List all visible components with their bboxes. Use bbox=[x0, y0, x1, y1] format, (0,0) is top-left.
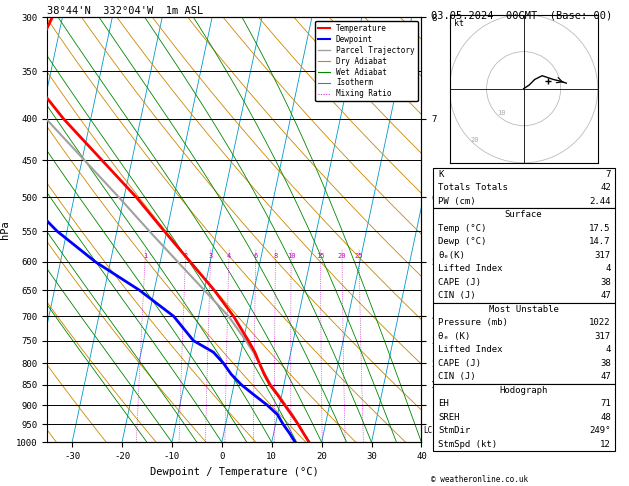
Text: EH: EH bbox=[438, 399, 449, 408]
Text: 1: 1 bbox=[143, 253, 147, 259]
Text: 10: 10 bbox=[497, 110, 506, 116]
Text: StmSpd (kt): StmSpd (kt) bbox=[438, 440, 498, 449]
Text: 2.44: 2.44 bbox=[589, 197, 611, 206]
Text: Hodograph: Hodograph bbox=[499, 386, 548, 395]
Text: 03.05.2024  00GMT  (Base: 00): 03.05.2024 00GMT (Base: 00) bbox=[431, 11, 612, 21]
Bar bbox=[433, 208, 615, 303]
Text: 249°: 249° bbox=[589, 426, 611, 435]
Text: Lifted Index: Lifted Index bbox=[438, 264, 503, 274]
Y-axis label: hPa: hPa bbox=[1, 220, 11, 239]
Text: Totals Totals: Totals Totals bbox=[438, 183, 508, 192]
Text: θₑ (K): θₑ (K) bbox=[438, 332, 470, 341]
Text: 20: 20 bbox=[470, 137, 479, 143]
Text: CIN (J): CIN (J) bbox=[438, 292, 476, 300]
X-axis label: Dewpoint / Temperature (°C): Dewpoint / Temperature (°C) bbox=[150, 467, 319, 477]
Text: 47: 47 bbox=[600, 372, 611, 382]
Text: 4: 4 bbox=[606, 264, 611, 274]
Text: CIN (J): CIN (J) bbox=[438, 372, 476, 382]
Text: Mixing Ratio (g/kg): Mixing Ratio (g/kg) bbox=[446, 182, 455, 277]
Y-axis label: km
ASL: km ASL bbox=[439, 221, 461, 239]
Text: StmDir: StmDir bbox=[438, 426, 470, 435]
Text: 317: 317 bbox=[595, 251, 611, 260]
Text: SREH: SREH bbox=[438, 413, 460, 422]
Bar bbox=[433, 168, 615, 208]
Text: 38°44'N  332°04'W  1m ASL: 38°44'N 332°04'W 1m ASL bbox=[47, 6, 203, 16]
Text: 10: 10 bbox=[287, 253, 296, 259]
Text: 14.7: 14.7 bbox=[589, 238, 611, 246]
Bar bbox=[433, 383, 615, 451]
Text: 25: 25 bbox=[355, 253, 364, 259]
Text: 42: 42 bbox=[600, 183, 611, 192]
Text: K: K bbox=[438, 170, 443, 179]
Text: 47: 47 bbox=[600, 292, 611, 300]
Text: PW (cm): PW (cm) bbox=[438, 197, 476, 206]
Text: 6: 6 bbox=[253, 253, 258, 259]
Text: © weatheronline.co.uk: © weatheronline.co.uk bbox=[431, 474, 528, 484]
Text: Pressure (mb): Pressure (mb) bbox=[438, 318, 508, 328]
Text: Temp (°C): Temp (°C) bbox=[438, 224, 487, 233]
Text: CAPE (J): CAPE (J) bbox=[438, 278, 481, 287]
Text: LCL: LCL bbox=[423, 426, 437, 435]
Text: Dewp (°C): Dewp (°C) bbox=[438, 238, 487, 246]
Text: 38: 38 bbox=[600, 278, 611, 287]
Text: 4: 4 bbox=[606, 346, 611, 354]
Text: 71: 71 bbox=[600, 399, 611, 408]
Text: θₑ(K): θₑ(K) bbox=[438, 251, 465, 260]
Text: 17.5: 17.5 bbox=[589, 224, 611, 233]
Text: 12: 12 bbox=[600, 440, 611, 449]
Text: Most Unstable: Most Unstable bbox=[489, 305, 559, 314]
Text: 15: 15 bbox=[316, 253, 325, 259]
Text: Surface: Surface bbox=[505, 210, 542, 219]
Text: 7: 7 bbox=[606, 170, 611, 179]
Text: kt: kt bbox=[454, 19, 464, 28]
Text: 8: 8 bbox=[274, 253, 277, 259]
Text: 2: 2 bbox=[184, 253, 188, 259]
Legend: Temperature, Dewpoint, Parcel Trajectory, Dry Adiabat, Wet Adiabat, Isotherm, Mi: Temperature, Dewpoint, Parcel Trajectory… bbox=[315, 21, 418, 102]
Text: Lifted Index: Lifted Index bbox=[438, 346, 503, 354]
Text: 48: 48 bbox=[600, 413, 611, 422]
Text: 1022: 1022 bbox=[589, 318, 611, 328]
Text: 3: 3 bbox=[208, 253, 213, 259]
Text: 4: 4 bbox=[227, 253, 231, 259]
Text: 38: 38 bbox=[600, 359, 611, 368]
Text: 317: 317 bbox=[595, 332, 611, 341]
Text: 20: 20 bbox=[338, 253, 347, 259]
Bar bbox=[433, 303, 615, 383]
Text: CAPE (J): CAPE (J) bbox=[438, 359, 481, 368]
